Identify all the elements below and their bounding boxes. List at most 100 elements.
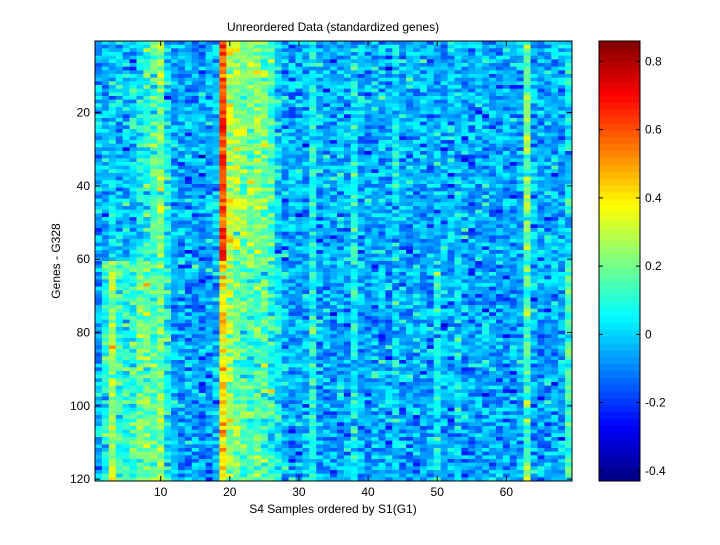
- heatmap-cell: [544, 195, 552, 200]
- heatmap-cell: [530, 257, 538, 262]
- heatmap-cell: [323, 239, 331, 244]
- heatmap-cell: [295, 81, 303, 86]
- heatmap-cell: [385, 77, 393, 82]
- heatmap-cell: [336, 114, 345, 119]
- heatmap-cell: [150, 103, 158, 108]
- heatmap-cell: [205, 140, 213, 145]
- heatmap-cell: [302, 136, 310, 141]
- heatmap-cell: [240, 59, 248, 64]
- heatmap-cell: [482, 55, 490, 60]
- heatmap-cell: [136, 250, 144, 255]
- heatmap-cell: [323, 162, 331, 167]
- heatmap-cell: [475, 118, 483, 123]
- heatmap-cell: [115, 301, 124, 306]
- heatmap-cell: [509, 294, 518, 299]
- heatmap-cell: [254, 228, 262, 233]
- heatmap-cell: [288, 191, 296, 196]
- heatmap-cell: [205, 81, 213, 86]
- heatmap-cell: [378, 184, 386, 189]
- heatmap-cell: [302, 41, 310, 46]
- heatmap-cell: [260, 268, 269, 273]
- heatmap-cell: [122, 48, 130, 53]
- heatmap-cell: [254, 55, 262, 60]
- heatmap-cell: [129, 268, 137, 273]
- heatmap-cell: [122, 55, 130, 60]
- heatmap-cell: [309, 279, 317, 284]
- heatmap-cell: [475, 191, 483, 196]
- heatmap-cell: [502, 246, 511, 251]
- heatmap-cell: [288, 88, 296, 93]
- heatmap-cell: [336, 136, 345, 141]
- heatmap-cell: [406, 140, 414, 145]
- heatmap-cell: [164, 268, 172, 273]
- heatmap-cell: [177, 169, 186, 174]
- heatmap-cell: [108, 110, 117, 115]
- heatmap-cell: [537, 70, 545, 75]
- heatmap-cell: [371, 187, 379, 192]
- heatmap-cell: [558, 213, 566, 218]
- heatmap-cell: [295, 195, 303, 200]
- heatmap-cell: [164, 52, 172, 57]
- heatmap-cell: [219, 129, 227, 134]
- heatmap-cell: [413, 297, 421, 302]
- heatmap-cell: [101, 231, 110, 236]
- heatmap-cell: [171, 41, 179, 46]
- heatmap-cell: [323, 198, 331, 203]
- heatmap-cell: [129, 198, 137, 203]
- heatmap-cell: [233, 88, 241, 93]
- heatmap-cell: [191, 74, 200, 79]
- heatmap-cell: [191, 191, 200, 196]
- heatmap-cell: [551, 96, 559, 101]
- heatmap-cell: [115, 74, 124, 79]
- heatmap-cell: [316, 202, 324, 207]
- heatmap-cell: [143, 250, 151, 255]
- heatmap-cell: [191, 103, 200, 108]
- heatmap-cell: [461, 294, 469, 299]
- heatmap-cell: [551, 198, 559, 203]
- heatmap-cell: [177, 85, 186, 90]
- heatmap-cell: [198, 184, 207, 189]
- heatmap-cell: [489, 246, 497, 251]
- heatmap-cell: [95, 70, 103, 75]
- heatmap-cell: [551, 220, 559, 225]
- heatmap-cell: [482, 154, 490, 159]
- heatmap-cell: [309, 184, 317, 189]
- heatmap-cell: [530, 162, 538, 167]
- heatmap-cell: [468, 242, 476, 247]
- heatmap-cell: [219, 140, 227, 145]
- heatmap-cell: [240, 165, 248, 170]
- heatmap-cell: [198, 99, 207, 104]
- heatmap-cell: [254, 107, 262, 112]
- heatmap-cell: [350, 162, 359, 167]
- heatmap-cell: [565, 121, 573, 126]
- heatmap-cell: [468, 272, 476, 277]
- heatmap-cell: [136, 55, 144, 60]
- heatmap-cell: [122, 118, 130, 123]
- heatmap-cell: [537, 250, 545, 255]
- heatmap-cell: [357, 272, 366, 277]
- heatmap-cell: [309, 242, 317, 247]
- heatmap-cell: [260, 118, 269, 123]
- heatmap-cell: [95, 206, 103, 211]
- heatmap-cell: [184, 52, 193, 57]
- heatmap-cell: [122, 195, 130, 200]
- heatmap-cell: [233, 85, 241, 90]
- heatmap-cell: [516, 77, 525, 82]
- heatmap-cell: [323, 151, 331, 156]
- heatmap-cell: [288, 165, 296, 170]
- heatmap-cell: [440, 125, 448, 130]
- heatmap-cell: [537, 180, 545, 185]
- heatmap-cell: [336, 96, 345, 101]
- heatmap-cell: [406, 228, 414, 233]
- heatmap-cell: [108, 187, 117, 192]
- heatmap-cell: [419, 228, 428, 233]
- heatmap-cell: [516, 213, 525, 218]
- heatmap-cell: [205, 187, 213, 192]
- heatmap-cell: [419, 77, 428, 82]
- heatmap-cell: [385, 290, 393, 295]
- heatmap-cell: [101, 290, 110, 295]
- heatmap-cell: [336, 231, 345, 236]
- heatmap-cell: [509, 140, 518, 145]
- heatmap-cell: [198, 176, 207, 181]
- heatmap-cell: [495, 213, 504, 218]
